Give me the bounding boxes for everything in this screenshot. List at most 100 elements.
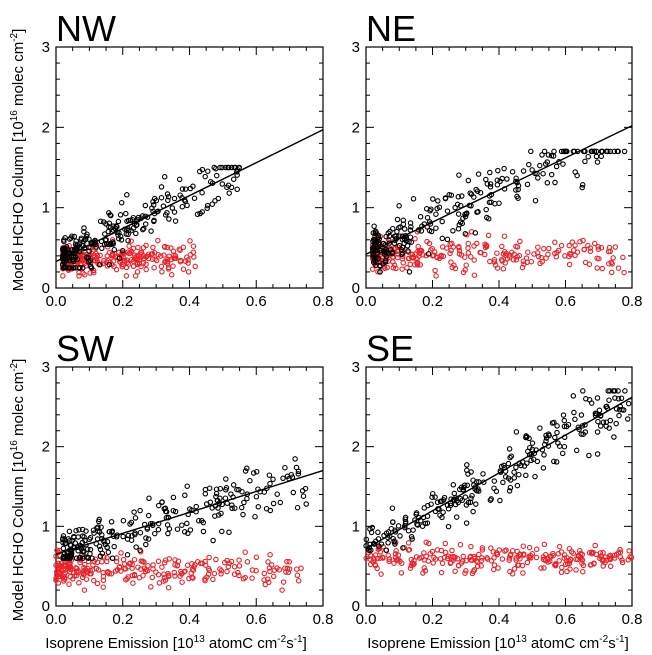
data-point xyxy=(222,495,229,501)
data-point xyxy=(600,563,606,569)
data-point xyxy=(604,405,611,411)
data-point xyxy=(465,240,471,247)
data-point xyxy=(132,273,139,279)
data-point xyxy=(143,266,149,273)
data-point xyxy=(138,558,145,564)
data-point xyxy=(613,420,619,427)
data-point xyxy=(383,233,389,240)
data-point xyxy=(436,204,443,211)
data-point xyxy=(131,571,138,578)
data-point xyxy=(483,176,489,183)
data-point xyxy=(300,493,307,499)
data-point xyxy=(500,266,507,272)
data-point xyxy=(363,555,369,562)
data-point xyxy=(586,550,593,556)
data-point xyxy=(541,148,548,155)
data-point xyxy=(585,153,591,160)
data-point xyxy=(580,568,586,575)
data-point xyxy=(130,580,136,586)
x-tick-label: 0.4 xyxy=(179,293,200,310)
y-axis-label-top: Model HCHO Column [1016 molec cm-2] xyxy=(9,29,27,292)
data-point xyxy=(85,554,92,561)
data-point xyxy=(170,263,176,269)
data-point xyxy=(429,494,435,500)
data-point xyxy=(483,242,490,249)
data-point xyxy=(99,245,105,252)
data-point xyxy=(467,553,474,560)
data-point xyxy=(426,240,433,247)
data-point xyxy=(83,528,89,534)
data-point xyxy=(242,549,248,555)
panel-title: SW xyxy=(56,328,114,369)
data-point xyxy=(488,545,494,551)
data-point xyxy=(588,148,595,155)
data-point xyxy=(140,226,146,233)
data-point xyxy=(627,554,633,560)
data-point xyxy=(97,252,103,259)
data-point xyxy=(199,166,206,173)
data-point xyxy=(369,524,376,531)
data-point xyxy=(81,587,88,593)
data-point xyxy=(448,192,455,198)
data-point xyxy=(388,525,395,532)
data-point xyxy=(110,258,117,264)
data-point xyxy=(580,431,586,437)
data-point xyxy=(421,565,427,571)
data-point xyxy=(143,535,149,541)
data-point xyxy=(270,476,276,483)
data-point xyxy=(535,244,541,250)
y-tick-label: 0 xyxy=(42,598,50,615)
data-point xyxy=(576,547,583,554)
data-point xyxy=(473,186,479,193)
data-point xyxy=(392,529,399,535)
data-point xyxy=(447,250,453,257)
data-point xyxy=(574,172,580,179)
data-point xyxy=(190,249,197,256)
data-point xyxy=(187,238,193,244)
data-point xyxy=(624,416,631,422)
y-tick-label: 3 xyxy=(42,359,50,376)
data-point xyxy=(135,244,141,251)
data-point xyxy=(295,578,302,584)
data-point xyxy=(502,260,508,266)
data-point xyxy=(171,195,178,202)
data-point xyxy=(230,176,237,183)
data-point xyxy=(151,217,157,224)
data-point xyxy=(465,177,472,184)
data-point xyxy=(500,479,506,486)
data-point xyxy=(438,547,445,554)
data-point xyxy=(274,565,280,571)
data-point xyxy=(261,489,268,495)
data-point xyxy=(475,551,482,558)
data-point xyxy=(131,509,137,515)
data-point xyxy=(166,216,172,222)
data-point xyxy=(616,407,623,413)
data-point xyxy=(462,254,468,260)
data-point xyxy=(228,491,234,497)
data-point xyxy=(60,545,67,552)
data-point xyxy=(134,260,141,266)
data-point xyxy=(371,254,377,260)
data-point xyxy=(236,557,242,563)
data-point xyxy=(197,560,204,567)
x-tick-label: 0.6 xyxy=(246,611,267,628)
data-point xyxy=(190,567,197,573)
data-point xyxy=(129,565,135,571)
data-point xyxy=(565,561,571,567)
data-point xyxy=(513,187,519,193)
data-point xyxy=(172,218,179,224)
data-point xyxy=(488,558,495,564)
data-point xyxy=(270,500,277,507)
data-point xyxy=(556,543,563,550)
data-point xyxy=(99,532,105,538)
data-point xyxy=(67,560,73,567)
data-point xyxy=(212,198,218,204)
data-point xyxy=(582,259,589,266)
data-point xyxy=(99,558,105,565)
data-point xyxy=(558,569,565,576)
data-point xyxy=(526,544,533,551)
data-point xyxy=(415,248,421,254)
data-point xyxy=(270,573,277,580)
data-point xyxy=(206,485,213,491)
data-point xyxy=(408,224,414,230)
